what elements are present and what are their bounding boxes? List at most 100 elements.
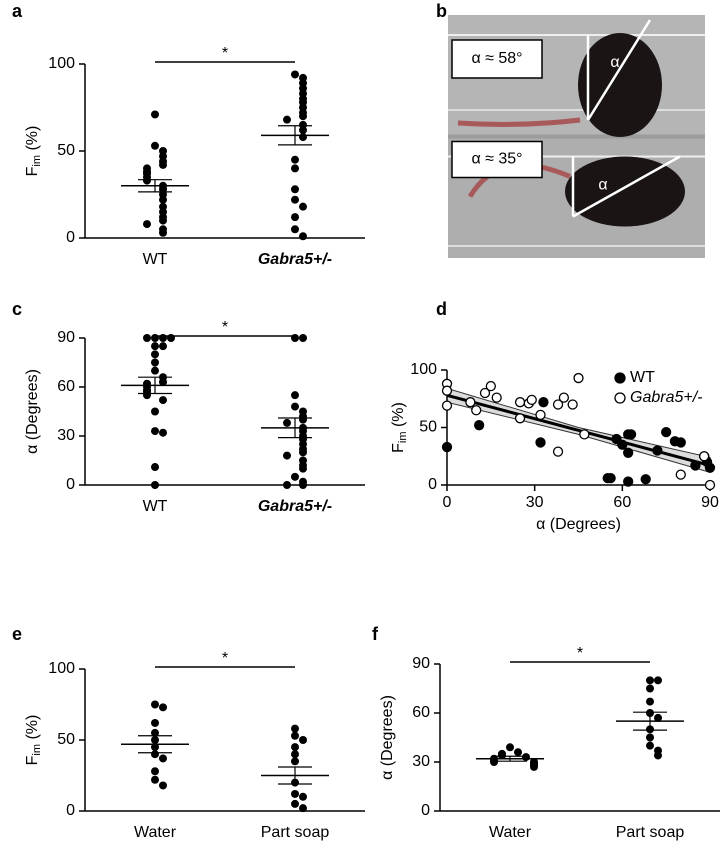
dot <box>299 202 307 211</box>
y-axis-label: Fim (%) <box>24 715 43 766</box>
dot <box>490 758 498 766</box>
point <box>704 462 716 473</box>
angle-label: α ≈ 58° <box>471 50 522 67</box>
y-tick-label: 90 <box>57 329 75 346</box>
dot <box>291 402 299 411</box>
point <box>567 399 578 410</box>
dot <box>654 713 662 722</box>
dot <box>291 757 299 766</box>
point <box>514 397 526 408</box>
point <box>441 385 453 396</box>
y-tick-label: 30 <box>57 427 75 444</box>
x-tick-label: Part soap <box>616 824 685 841</box>
point <box>552 399 564 410</box>
angle-lines <box>586 19 652 121</box>
dot <box>283 418 291 427</box>
y-tick-label: 0 <box>66 229 75 246</box>
legend-label: Gabra5+/- <box>630 389 702 406</box>
y-axis-label-part: F <box>24 166 41 176</box>
dot <box>151 728 159 737</box>
dot <box>299 232 307 241</box>
dot <box>167 334 175 342</box>
dot <box>646 741 654 750</box>
dot <box>299 126 307 135</box>
dot <box>159 228 167 237</box>
fit-line <box>446 393 711 467</box>
y-axis-label: Fim (%) <box>24 126 43 177</box>
mouse <box>578 33 662 137</box>
point <box>514 413 526 424</box>
panel: e 0 50 100 Fim (%) Water Part soap * <box>12 624 365 841</box>
point <box>441 441 453 453</box>
y-axis-label: Fim (%) <box>390 402 409 453</box>
point <box>579 429 590 440</box>
y-axis-label-part: (%) <box>24 715 41 744</box>
y-tick-label: 90 <box>412 655 430 672</box>
dot <box>159 378 167 387</box>
y-tick-label: 50 <box>419 419 437 436</box>
y-tick-label: 100 <box>48 660 75 677</box>
dot <box>291 743 299 752</box>
point <box>573 372 584 384</box>
dot <box>299 481 307 489</box>
point <box>675 469 686 480</box>
dot <box>291 213 299 222</box>
dot <box>291 789 299 798</box>
point <box>485 380 496 392</box>
dot <box>159 342 167 351</box>
significance-star: * <box>577 645 583 662</box>
panel-label: a <box>12 1 23 21</box>
point <box>623 476 634 487</box>
dot <box>506 743 514 752</box>
legend-marker <box>614 372 626 384</box>
y-axis-label-part: (%) <box>390 402 407 431</box>
dot <box>151 110 159 119</box>
angle-label: α <box>610 54 619 71</box>
x-tick-label: Water <box>489 824 532 841</box>
point <box>465 397 476 408</box>
dot <box>299 448 307 457</box>
point <box>640 474 651 485</box>
dot <box>159 703 167 712</box>
dot <box>299 133 307 142</box>
legend-label: WT <box>630 369 655 386</box>
dot <box>159 428 167 437</box>
dot <box>159 160 167 169</box>
panel: b α ≈ 58° α α ≈ 35° α <box>436 1 705 258</box>
dot <box>522 753 530 762</box>
x-axis-label: α (Degrees) <box>536 516 621 533</box>
dot <box>151 366 159 375</box>
significance-star: * <box>222 45 228 62</box>
dot <box>299 464 307 473</box>
dot <box>143 334 151 342</box>
dot <box>283 481 291 489</box>
panel: d 0 50 100 0 30 60 90 α (Degrees) Fim (%) WT Gabra5… <box>390 299 719 533</box>
dot <box>530 762 538 771</box>
dot <box>291 750 299 759</box>
dot <box>159 396 167 405</box>
dot <box>159 754 167 763</box>
point <box>526 394 537 406</box>
dot <box>654 676 662 685</box>
dot <box>291 391 299 400</box>
y-axis-label-part: F <box>390 443 407 453</box>
y-tick-label: 60 <box>57 378 75 395</box>
panel: f 0 30 60 90 α (Degrees) Water Part soap * <box>372 624 720 841</box>
x-tick-label: WT <box>143 251 168 268</box>
dot <box>283 115 291 124</box>
point <box>675 437 686 448</box>
dot <box>299 415 307 424</box>
point <box>699 451 710 462</box>
x-tick-label: Gabra5+/- <box>258 251 332 268</box>
y-tick-label: 50 <box>57 142 75 159</box>
dot <box>151 767 159 776</box>
dot <box>143 391 151 400</box>
dot <box>151 481 159 489</box>
dot <box>151 718 159 727</box>
y-axis-label-part: im <box>31 744 43 756</box>
y-tick-label: 100 <box>48 55 75 72</box>
angle-label: α ≈ 35° <box>471 151 522 168</box>
dot <box>299 112 307 121</box>
y-axis-label-part: (%) <box>24 126 41 155</box>
significance-star: * <box>222 650 228 667</box>
